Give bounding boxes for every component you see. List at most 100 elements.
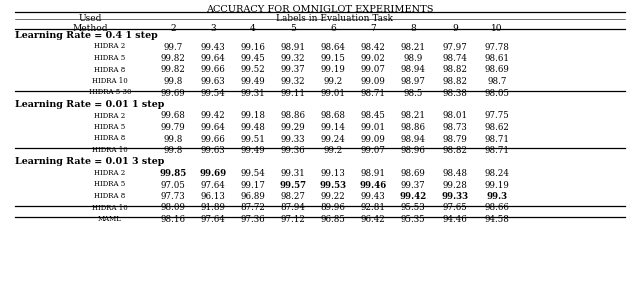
Text: 99.57: 99.57	[280, 180, 307, 189]
Text: 99.37: 99.37	[281, 66, 305, 75]
Text: Learning Rate = 0.01 3 step: Learning Rate = 0.01 3 step	[15, 157, 164, 167]
Text: 99.31: 99.31	[241, 88, 266, 98]
Text: 96.13: 96.13	[200, 192, 225, 201]
Text: 99.54: 99.54	[241, 169, 266, 178]
Text: 8: 8	[410, 24, 416, 33]
Text: 98.71: 98.71	[360, 88, 385, 98]
Text: 99.8: 99.8	[163, 77, 182, 86]
Text: 99.32: 99.32	[281, 77, 305, 86]
Text: 95.35: 95.35	[401, 215, 426, 224]
Text: 98.96: 98.96	[401, 146, 426, 155]
Text: 98.24: 98.24	[484, 169, 509, 178]
Text: 9: 9	[452, 24, 458, 33]
Text: 99.24: 99.24	[321, 135, 346, 144]
Text: 7: 7	[370, 24, 376, 33]
Text: 99.22: 99.22	[321, 192, 346, 201]
Text: HIDRA 5-30: HIDRA 5-30	[89, 88, 131, 96]
Text: 98.86: 98.86	[280, 111, 305, 120]
Text: 99.53: 99.53	[319, 180, 347, 189]
Text: 98.69: 98.69	[401, 169, 426, 178]
Text: 98.38: 98.38	[443, 88, 467, 98]
Text: 99.49: 99.49	[241, 77, 266, 86]
Text: 99.2: 99.2	[323, 146, 342, 155]
Text: 99.7: 99.7	[163, 43, 182, 51]
Text: 99.46: 99.46	[360, 180, 387, 189]
Text: HIDRA 2: HIDRA 2	[94, 169, 125, 177]
Text: 99.31: 99.31	[280, 169, 305, 178]
Text: 92.81: 92.81	[360, 204, 385, 213]
Text: 99.49: 99.49	[241, 146, 266, 155]
Text: 98.48: 98.48	[442, 169, 467, 178]
Text: 97.12: 97.12	[280, 215, 305, 224]
Text: 96.85: 96.85	[321, 215, 346, 224]
Text: 99.43: 99.43	[201, 43, 225, 51]
Text: 99.45: 99.45	[241, 54, 266, 63]
Text: 99.37: 99.37	[401, 180, 426, 189]
Text: 99.82: 99.82	[161, 66, 186, 75]
Text: 99.2: 99.2	[323, 77, 342, 86]
Text: 99.17: 99.17	[241, 180, 266, 189]
Text: 99.16: 99.16	[241, 43, 266, 51]
Text: HIDRA 5: HIDRA 5	[94, 180, 125, 188]
Text: 98.09: 98.09	[161, 204, 186, 213]
Text: 3: 3	[210, 24, 216, 33]
Text: 5: 5	[290, 24, 296, 33]
Text: 96.89: 96.89	[241, 192, 266, 201]
Text: HIDRA 10: HIDRA 10	[92, 204, 128, 212]
Text: 98.61: 98.61	[484, 54, 509, 63]
Text: 98.74: 98.74	[443, 54, 467, 63]
Text: 99.01: 99.01	[321, 88, 346, 98]
Text: 91.89: 91.89	[200, 204, 225, 213]
Text: 99.64: 99.64	[200, 123, 225, 132]
Text: 98.94: 98.94	[401, 135, 426, 144]
Text: 98.62: 98.62	[484, 123, 509, 132]
Text: 98.21: 98.21	[401, 111, 426, 120]
Text: 99.07: 99.07	[360, 66, 385, 75]
Text: 99.43: 99.43	[361, 192, 385, 201]
Text: 94.46: 94.46	[443, 215, 467, 224]
Text: 98.9: 98.9	[403, 54, 422, 63]
Text: 99.69: 99.69	[161, 88, 186, 98]
Text: 98.27: 98.27	[280, 192, 305, 201]
Text: 98.71: 98.71	[484, 146, 509, 155]
Text: HIDRA 10: HIDRA 10	[92, 146, 128, 154]
Text: 97.75: 97.75	[484, 111, 509, 120]
Text: Learning Rate = 0.4 1 step: Learning Rate = 0.4 1 step	[15, 31, 157, 40]
Text: 98.68: 98.68	[321, 111, 346, 120]
Text: 6: 6	[330, 24, 336, 33]
Text: 87.94: 87.94	[280, 204, 305, 213]
Text: 99.82: 99.82	[161, 54, 186, 63]
Text: 99.29: 99.29	[280, 123, 305, 132]
Text: 99.69: 99.69	[200, 169, 227, 178]
Text: 98.7: 98.7	[487, 77, 507, 86]
Text: 99.15: 99.15	[321, 54, 346, 63]
Text: 99.02: 99.02	[360, 54, 385, 63]
Text: 98.5: 98.5	[403, 88, 422, 98]
Text: 99.64: 99.64	[200, 54, 225, 63]
Text: 98.01: 98.01	[442, 111, 468, 120]
Text: 98.79: 98.79	[443, 135, 467, 144]
Text: 99.3: 99.3	[486, 192, 508, 201]
Text: 98.69: 98.69	[484, 66, 509, 75]
Text: 99.8: 99.8	[163, 135, 182, 144]
Text: 99.09: 99.09	[360, 77, 385, 86]
Text: 98.71: 98.71	[484, 135, 509, 144]
Text: 98.91: 98.91	[280, 43, 305, 51]
Text: 94.58: 94.58	[484, 215, 509, 224]
Text: 99.28: 99.28	[443, 180, 467, 189]
Text: 97.05: 97.05	[161, 180, 186, 189]
Text: Used: Used	[78, 14, 102, 23]
Text: 99.51: 99.51	[241, 135, 266, 144]
Text: 99.42: 99.42	[200, 111, 225, 120]
Text: 98.66: 98.66	[484, 204, 509, 213]
Text: 99.18: 99.18	[241, 111, 266, 120]
Text: 99.79: 99.79	[161, 123, 186, 132]
Text: 99.36: 99.36	[281, 146, 305, 155]
Text: 98.42: 98.42	[360, 43, 385, 51]
Text: HIDRA 8: HIDRA 8	[94, 192, 125, 200]
Text: 99.07: 99.07	[360, 146, 385, 155]
Text: 99.33: 99.33	[442, 192, 468, 201]
Text: HIDRA 5: HIDRA 5	[94, 54, 125, 62]
Text: 99.63: 99.63	[201, 77, 225, 86]
Text: HIDRA 2: HIDRA 2	[94, 43, 125, 51]
